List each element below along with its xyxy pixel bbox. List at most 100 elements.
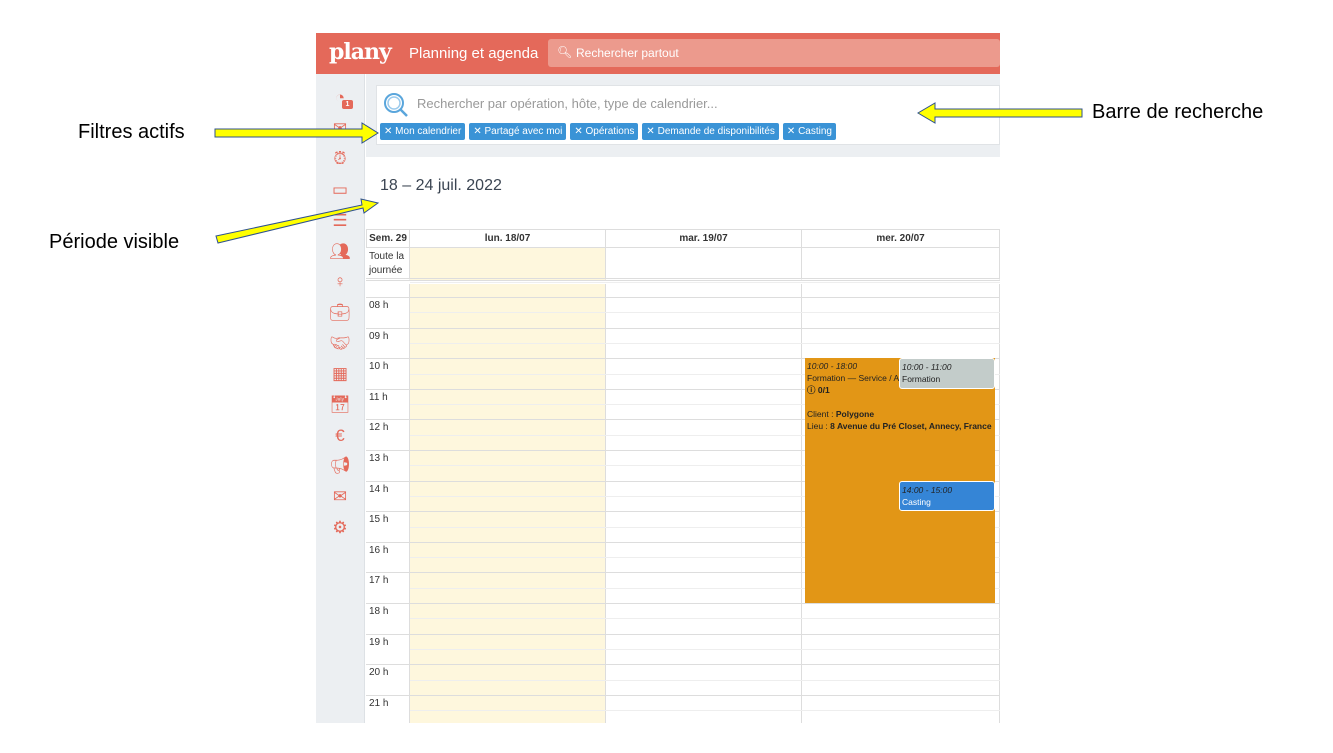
money-bag-icon[interactable]: €︎ <box>335 425 345 445</box>
client-label: Client : <box>807 409 834 420</box>
event-time: 14:00 - 15:00 <box>902 484 953 495</box>
day-header[interactable]: mar. 19/07 <box>606 229 802 248</box>
annotation-period: Période visible <box>49 231 180 253</box>
filter-label: Demande de disponibilités <box>657 126 775 137</box>
half-hour-line <box>410 526 1000 528</box>
search-icon: 🔍︎ <box>557 45 573 59</box>
plany-app: plany Planning et agenda 🔍︎ Rechercher pa… <box>316 33 1000 723</box>
half-hour-line <box>410 312 1000 314</box>
hour-line <box>366 297 1000 298</box>
search-band: Rechercher par opération, hôte, type de … <box>366 74 1000 157</box>
allday-label: Toute la journée <box>366 248 410 281</box>
logo[interactable]: plany <box>329 39 392 65</box>
arrow-left <box>917 102 1083 124</box>
time-column <box>366 284 410 723</box>
mail-icon[interactable]: ✉︎ <box>332 487 348 507</box>
half-hour-line <box>410 557 1000 559</box>
calendar-search-bar[interactable]: Rechercher par opération, hôte, type de … <box>376 85 1000 145</box>
hour-label: 08 h <box>369 300 389 311</box>
half-hour-line <box>410 281 1000 283</box>
arrow-right <box>214 122 379 144</box>
calendar-event[interactable]: 14:00 - 15:00 Casting <box>899 480 995 512</box>
hour-label: 16 h <box>369 544 389 556</box>
filter-label: Partagé avec moi <box>484 126 563 137</box>
hour-line <box>366 694 1000 696</box>
hour-line <box>366 450 1000 451</box>
half-hour-line <box>410 434 1000 436</box>
filter-label: Mon calendrier <box>395 126 462 137</box>
megaphone-icon[interactable]: 📢︎ <box>329 456 351 476</box>
half-hour-line <box>410 648 1000 650</box>
half-hour-line <box>410 465 1000 467</box>
header: plany Planning et agenda 🔍︎ Rechercher pa… <box>316 33 1000 74</box>
hour-line <box>366 511 1000 513</box>
global-search-input[interactable]: 🔍︎ Rechercher partout <box>548 39 1000 67</box>
day-column[interactable] <box>606 284 802 723</box>
filter-chip[interactable]: ✕ Partagé avec moi <box>469 123 567 140</box>
hour-line <box>366 603 1000 604</box>
hour-line <box>366 541 1000 543</box>
half-hour-line <box>410 679 1000 681</box>
filter-chip[interactable]: ✕ Demande de disponibilités <box>642 123 779 140</box>
allday-cell[interactable] <box>802 248 1000 281</box>
filter-chip[interactable]: ✕ Mon calendrier <box>380 123 466 140</box>
hour-label: 14 h <box>369 483 389 495</box>
half-hour-line <box>410 618 1000 620</box>
hour-label: 09 h <box>369 330 389 342</box>
filter-label: Casting <box>798 126 832 137</box>
allday-cell[interactable] <box>606 248 802 281</box>
hour-line <box>366 480 1000 482</box>
search-placeholder: Rechercher par opération, hôte, type de … <box>417 96 718 111</box>
briefcase-icon[interactable]: 💼︎ <box>329 302 351 322</box>
allday-cell[interactable] <box>410 248 606 281</box>
filter-chip[interactable]: ✕ Opérations <box>570 123 639 140</box>
checklist-icon[interactable]: ☰︎ <box>332 210 348 230</box>
global-search-placeholder: Rechercher partout <box>576 46 679 60</box>
half-hour-line <box>410 373 1000 375</box>
event-title: Formation <box>902 374 941 385</box>
calendar-event[interactable]: 10:00 - 11:00 Formation <box>899 358 995 389</box>
hour-label: 21 h <box>369 697 389 709</box>
day-column[interactable] <box>802 284 1000 723</box>
hour-line <box>366 419 1000 421</box>
filter-chip[interactable]: ✕ Casting <box>782 123 836 140</box>
filter-label: Opérations <box>585 126 635 137</box>
half-hour-line <box>410 342 1000 344</box>
notification-badge: 1 <box>342 100 353 109</box>
dashboard-icon[interactable]: ◔︎ <box>334 88 346 107</box>
main: Rechercher par opération, hôte, type de … <box>366 74 1000 723</box>
arrow-diagonal <box>215 198 380 244</box>
schedule-icon[interactable]: 📅︎ <box>329 395 351 414</box>
hour-line <box>366 327 1000 329</box>
calendar-icon[interactable]: ▭︎ <box>331 180 349 200</box>
alarm-icon[interactable]: ⏰︎ <box>333 149 347 169</box>
day-header[interactable]: mer. 20/07 <box>802 229 1000 248</box>
hour-label: 20 h <box>369 667 389 679</box>
users-icon[interactable]: 👥︎ <box>329 241 351 261</box>
visible-period: 18 – 24 juil. 2022 <box>380 177 502 194</box>
event-location: Lieu : 8 Avenue du Pré Closet, Annecy, F… <box>807 420 993 432</box>
event-time: 10:00 - 18:00 <box>807 361 858 372</box>
dress-icon[interactable]: ♀︎ <box>333 272 347 292</box>
hour-label: 11 h <box>369 391 388 403</box>
hour-label: 12 h <box>369 422 389 434</box>
lieu-value: 8 Avenue du Pré Closet, Annecy, France <box>830 421 992 432</box>
building-icon[interactable]: ▦︎ <box>331 364 349 384</box>
client-value: Polygone <box>835 409 875 420</box>
hour-line <box>366 633 1000 635</box>
lieu-label: Lieu : <box>807 421 828 432</box>
app-title: Planning et agenda <box>409 45 539 62</box>
hour-line <box>366 358 1000 360</box>
annotation-search: Barre de recherche <box>1092 101 1264 123</box>
hour-line <box>366 388 1000 390</box>
magnifier-icon <box>384 93 408 117</box>
handshake-icon[interactable]: 🤝︎ <box>329 333 351 353</box>
settings-icon[interactable]: ⚙︎ <box>332 517 348 537</box>
week-number: Sem. 29 <box>366 229 410 248</box>
hour-line <box>366 664 1000 666</box>
day-header[interactable]: lun. 18/07 <box>410 229 606 248</box>
hour-label: 10 h <box>369 361 389 373</box>
sidebar: ◔︎ ✉︎ ⏰︎ ▭︎ ☰︎ 👥︎ ♀︎ 💼︎ 🤝︎ ▦︎ 📅︎ €︎ 📢︎ ✉︎ ⚙︎ 1 <box>316 74 365 723</box>
